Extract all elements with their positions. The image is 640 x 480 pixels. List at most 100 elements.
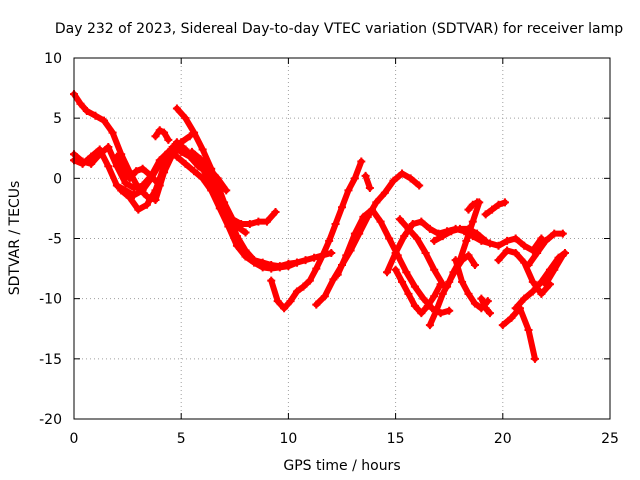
data-point — [507, 313, 516, 322]
data-point — [292, 287, 301, 296]
x-axis-label: GPS time / hours — [283, 458, 400, 474]
data-point — [473, 229, 482, 238]
series-line — [396, 216, 446, 288]
series-sat-13 — [391, 265, 445, 318]
data-point — [78, 157, 87, 166]
data-point — [470, 260, 479, 269]
series-sat-17 — [395, 215, 447, 289]
data-point — [112, 181, 121, 190]
data-point — [151, 186, 160, 195]
data-point — [425, 224, 434, 233]
data-point — [254, 217, 263, 226]
data-point — [498, 321, 507, 330]
y-tick-label: 0 — [53, 171, 62, 187]
data-point — [520, 241, 529, 250]
data-point — [528, 277, 537, 286]
data-point — [537, 289, 546, 298]
data-point — [132, 167, 141, 176]
data-point — [485, 309, 494, 318]
series-sat-09 — [267, 157, 366, 313]
x-tick-label: 10 — [279, 431, 297, 447]
data-point — [417, 309, 426, 318]
data-point — [408, 220, 417, 229]
series-sat-26 — [464, 198, 482, 214]
data-point — [196, 155, 205, 164]
data-point — [241, 228, 250, 237]
data-point — [473, 198, 482, 207]
data-point — [160, 162, 169, 171]
data-point — [172, 152, 181, 161]
data-point — [82, 106, 91, 115]
data-point — [267, 276, 276, 285]
data-point — [205, 164, 214, 173]
series-line — [268, 158, 365, 312]
data-point — [515, 304, 524, 313]
data-point — [185, 132, 194, 141]
data-point — [172, 104, 181, 113]
data-point — [464, 224, 473, 233]
data-point — [91, 111, 100, 120]
grid — [74, 58, 610, 419]
data-point — [155, 156, 164, 165]
data-point — [415, 181, 424, 190]
data-point — [395, 215, 404, 224]
data-point — [342, 251, 351, 260]
data-point — [187, 147, 196, 156]
data-point — [494, 200, 503, 209]
data-point — [160, 128, 169, 137]
data-point — [147, 171, 156, 180]
data-point — [417, 217, 426, 226]
series-line — [482, 199, 508, 218]
data-point — [468, 200, 477, 209]
data-point — [430, 292, 439, 301]
data-point — [438, 232, 447, 241]
chart-title: Day 232 of 2023, Sidereal Day-to-day VTE… — [55, 21, 623, 37]
data-point — [464, 289, 473, 298]
data-point — [138, 164, 147, 173]
data-point — [250, 256, 259, 265]
data-point — [500, 198, 509, 207]
series-line — [444, 199, 483, 290]
data-point — [155, 126, 164, 135]
data-point — [232, 232, 241, 241]
data-point — [331, 220, 340, 229]
data-point — [481, 236, 490, 245]
series-sat-21 — [498, 304, 539, 363]
data-point — [462, 236, 471, 245]
data-point — [104, 162, 113, 171]
series-sat-23 — [541, 251, 567, 289]
data-point — [481, 304, 490, 313]
data-point — [95, 150, 104, 159]
data-point — [421, 248, 430, 257]
data-point — [350, 229, 359, 238]
data-point — [181, 114, 190, 123]
data-point — [87, 159, 96, 168]
data-point — [245, 220, 254, 229]
data-point — [524, 260, 533, 269]
series-sat-27 — [361, 171, 374, 192]
data-point — [350, 174, 359, 183]
data-point — [494, 241, 503, 250]
data-point — [488, 205, 497, 214]
data-point — [470, 299, 479, 308]
data-point — [325, 236, 334, 245]
data-point — [550, 229, 559, 238]
series-line — [495, 247, 553, 297]
data-point — [76, 99, 85, 108]
data-point — [438, 280, 447, 289]
data-point — [423, 301, 432, 310]
data-point — [213, 174, 222, 183]
data-point — [121, 179, 130, 188]
y-tick-label: -10 — [39, 292, 62, 308]
data-traces — [70, 90, 569, 363]
data-point — [464, 251, 473, 260]
data-point — [125, 193, 134, 202]
data-point — [301, 256, 310, 265]
data-point — [541, 280, 550, 289]
data-point — [151, 132, 160, 141]
series-line — [152, 127, 172, 143]
data-point — [138, 181, 147, 190]
data-point — [503, 246, 512, 255]
data-point — [413, 234, 422, 243]
y-tick-label: 5 — [53, 111, 62, 127]
